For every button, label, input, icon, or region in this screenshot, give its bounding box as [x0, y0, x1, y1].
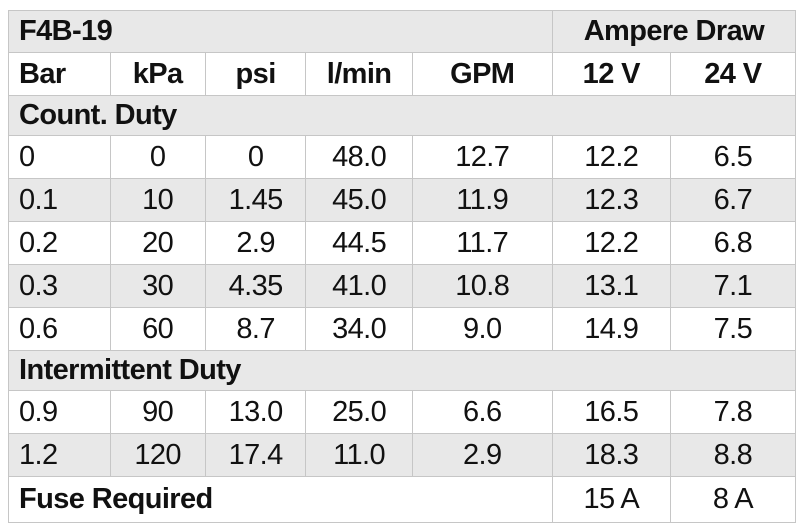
data-cell: 7.1 [669, 264, 797, 308]
data-row: 0 0 0 48.0 12.7 12.2 6.5 [8, 135, 797, 179]
data-cell: 12.3 [551, 178, 671, 222]
model-title: F4B-19 [8, 10, 553, 53]
data-cell: 18.3 [551, 433, 671, 477]
data-cell: 7.5 [669, 307, 797, 351]
section-header: Count. Duty [8, 95, 796, 136]
data-cell: 25.0 [305, 390, 413, 434]
data-cell: 6.8 [669, 221, 797, 265]
data-cell: 60 [109, 307, 206, 351]
data-cell: 12.7 [411, 135, 553, 179]
data-cell: 8.7 [204, 307, 307, 351]
data-cell: 90 [109, 390, 206, 434]
data-cell: 6.7 [669, 178, 797, 222]
data-cell: 2.9 [411, 433, 553, 477]
data-cell: 1.2 [8, 433, 111, 477]
data-cell: 45.0 [305, 178, 413, 222]
column-header-24-v: 24 V [669, 52, 797, 96]
data-cell: 6.6 [411, 390, 553, 434]
section-row: Count. Duty [8, 95, 796, 136]
data-cell: 8.8 [669, 433, 797, 477]
ampere-draw-header: Ampere Draw [551, 10, 797, 53]
data-cell: 0.1 [8, 178, 111, 222]
column-header-bar: Bar [8, 52, 111, 96]
data-row: 0.2 20 2.9 44.5 11.7 12.2 6.8 [8, 221, 797, 265]
data-row: 0.1 10 1.45 45.0 11.9 12.3 6.7 [8, 178, 797, 222]
column-header-kpa: kPa [109, 52, 206, 96]
data-cell: 16.5 [551, 390, 671, 434]
data-cell: 12.2 [551, 221, 671, 265]
data-cell: 11.7 [411, 221, 553, 265]
data-cell: 4.35 [204, 264, 307, 308]
data-cell: 17.4 [204, 433, 307, 477]
data-cell: 12.2 [551, 135, 671, 179]
data-cell: 41.0 [305, 264, 413, 308]
data-cell: 13.0 [204, 390, 307, 434]
data-row: 0.3 30 4.35 41.0 10.8 13.1 7.1 [8, 264, 797, 308]
section-row: Intermittent Duty [8, 350, 796, 391]
fuse-24v-value: 8 A [669, 476, 797, 523]
data-cell: 1.45 [204, 178, 307, 222]
column-header-l-min: l/min [305, 52, 413, 96]
fuse-required-label: Fuse Required [8, 476, 553, 523]
data-cell: 0 [109, 135, 206, 179]
data-cell: 10 [109, 178, 206, 222]
data-cell: 6.5 [669, 135, 797, 179]
data-cell: 34.0 [305, 307, 413, 351]
section-header: Intermittent Duty [8, 350, 796, 391]
fuse-row: Fuse Required 15 A 8 A [8, 476, 797, 523]
data-cell: 7.8 [669, 390, 797, 434]
fuse-12v-value: 15 A [551, 476, 671, 523]
data-row: 1.2 120 17.4 11.0 2.9 18.3 8.8 [8, 433, 797, 477]
data-row: 0.6 60 8.7 34.0 9.0 14.9 7.5 [8, 307, 797, 351]
data-row: 0.9 90 13.0 25.0 6.6 16.5 7.8 [8, 390, 797, 434]
data-cell: 20 [109, 221, 206, 265]
data-cell: 2.9 [204, 221, 307, 265]
column-header-psi: psi [204, 52, 307, 96]
data-cell: 9.0 [411, 307, 553, 351]
data-cell: 0 [204, 135, 307, 179]
data-cell: 30 [109, 264, 206, 308]
data-cell: 120 [109, 433, 206, 477]
data-cell: 11.9 [411, 178, 553, 222]
data-cell: 0.6 [8, 307, 111, 351]
data-cell: 14.9 [551, 307, 671, 351]
title-row: F4B-19 Ampere Draw [8, 10, 797, 53]
data-cell: 10.8 [411, 264, 553, 308]
data-cell: 0 [8, 135, 111, 179]
column-header-gpm: GPM [411, 52, 553, 96]
data-cell: 44.5 [305, 221, 413, 265]
spec-table: F4B-19 Ampere Draw Bar kPa psi l/min GPM 12 V… [8, 10, 797, 523]
data-cell: 0.9 [8, 390, 111, 434]
data-cell: 0.2 [8, 221, 111, 265]
datasheet-page: F4B-19 Ampere Draw Bar kPa psi l/min GPM 12 V… [8, 10, 797, 523]
column-header-12-v: 12 V [551, 52, 671, 96]
data-cell: 48.0 [305, 135, 413, 179]
data-cell: 0.3 [8, 264, 111, 308]
column-header-row: Bar kPa psi l/min GPM 12 V 24 V [8, 52, 797, 96]
data-cell: 13.1 [551, 264, 671, 308]
data-cell: 11.0 [305, 433, 413, 477]
